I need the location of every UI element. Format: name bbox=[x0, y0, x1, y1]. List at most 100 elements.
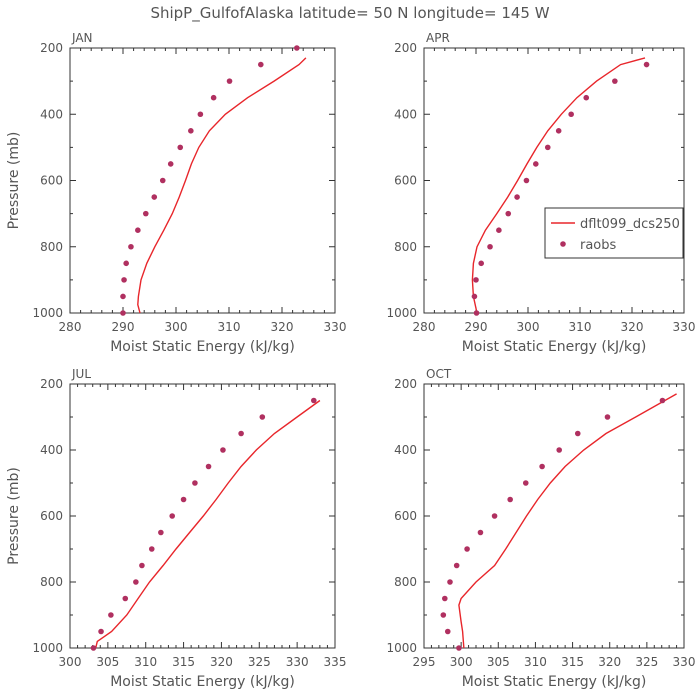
data-point-jul bbox=[259, 414, 266, 420]
chart-title: ShipP_GulfofAlaska latitude= 50 N longit… bbox=[150, 4, 549, 23]
panel-oct: OCT 295 300 305 310 315 320 325 330 200 400 600 800 1… bbox=[386, 367, 695, 690]
data-point-oct bbox=[574, 430, 581, 437]
data-point-apr bbox=[612, 78, 618, 84]
x-tick-label: 320 bbox=[621, 320, 644, 334]
data-point-apr bbox=[544, 144, 551, 151]
data-point-jul bbox=[148, 546, 155, 552]
data-point-jul bbox=[133, 579, 139, 585]
y-tick-label: 200 bbox=[394, 41, 417, 55]
y-axis-label: Pressure (mb) bbox=[6, 467, 22, 565]
data-point-apr bbox=[473, 277, 479, 283]
data-point-jul bbox=[139, 562, 145, 569]
x-tick-label: 315 bbox=[172, 655, 195, 669]
y-tick-label: 800 bbox=[394, 575, 417, 589]
data-point-oct bbox=[447, 579, 453, 585]
x-tick-label: 330 bbox=[286, 655, 309, 669]
data-point-jan bbox=[120, 293, 126, 300]
x-tick-label: 335 bbox=[324, 655, 347, 669]
data-point-apr bbox=[555, 128, 562, 134]
plot-frame-jan bbox=[69, 47, 336, 314]
data-point-apr bbox=[496, 227, 502, 233]
series-line-oct bbox=[458, 393, 677, 648]
y-tick-label: 1000 bbox=[386, 641, 417, 655]
x-tick-label: 310 bbox=[524, 655, 547, 669]
data-point-jan bbox=[123, 260, 129, 267]
data-point-oct bbox=[453, 562, 460, 569]
data-point-oct bbox=[659, 397, 666, 404]
data-point-apr bbox=[471, 293, 478, 300]
x-tick-label: 310 bbox=[218, 320, 241, 334]
data-point-jul bbox=[205, 463, 212, 470]
x-tick-label: 325 bbox=[635, 655, 658, 669]
data-point-apr bbox=[478, 260, 485, 267]
y-tick-label: 200 bbox=[40, 377, 63, 391]
data-point-jan bbox=[120, 310, 126, 316]
y-tick-label: 600 bbox=[394, 509, 417, 523]
data-point-jan bbox=[135, 227, 141, 233]
x-tick-label: 330 bbox=[673, 655, 696, 669]
data-point-apr bbox=[487, 243, 493, 250]
y-tick-label: 400 bbox=[394, 443, 417, 457]
y-tick-label: 400 bbox=[40, 443, 63, 457]
data-point-jan bbox=[210, 94, 217, 101]
x-tick-label: 300 bbox=[59, 655, 82, 669]
data-point-oct bbox=[464, 546, 470, 552]
x-tick-label: 310 bbox=[569, 320, 592, 334]
y-tick-label: 1000 bbox=[32, 306, 63, 320]
x-tick-label: 310 bbox=[134, 655, 157, 669]
data-point-apr bbox=[643, 61, 650, 68]
plot-frame-oct bbox=[423, 383, 685, 649]
panel-apr: APR 280 290 300 310 320 330 200 400 600 800 1000 Moi… bbox=[386, 31, 695, 355]
data-point-jul bbox=[158, 529, 164, 536]
panel-label-jul: JUL bbox=[71, 367, 91, 381]
x-tick-label: 330 bbox=[324, 320, 347, 334]
data-point-jan bbox=[197, 111, 204, 118]
legend-label-obs: raobs bbox=[580, 238, 617, 253]
x-tick-label: 295 bbox=[413, 655, 436, 669]
data-point-jan bbox=[294, 45, 300, 51]
data-point-apr bbox=[568, 111, 574, 118]
series-line-apr bbox=[471, 57, 646, 313]
panel-label-oct: OCT bbox=[426, 367, 452, 381]
y-tick-label: 400 bbox=[394, 107, 417, 121]
panel-label-apr: APR bbox=[426, 31, 450, 45]
y-tick-label: 200 bbox=[394, 377, 417, 391]
y-tick-label: 600 bbox=[40, 509, 63, 523]
data-point-apr bbox=[473, 310, 480, 316]
data-point-jul bbox=[192, 480, 198, 486]
data-point-jul bbox=[90, 645, 97, 651]
data-point-jan bbox=[177, 144, 184, 151]
data-point-oct bbox=[604, 414, 611, 420]
plot-frame-apr bbox=[423, 47, 685, 314]
legend-dot-symbol bbox=[560, 241, 566, 247]
x-tick-label: 320 bbox=[271, 320, 294, 334]
legend-box bbox=[544, 207, 684, 259]
data-point-jan bbox=[258, 61, 264, 68]
y-tick-label: 200 bbox=[40, 41, 63, 55]
data-point-jan bbox=[159, 177, 166, 184]
data-point-jul bbox=[238, 430, 244, 437]
data-point-jul bbox=[311, 397, 317, 404]
data-point-jan bbox=[151, 194, 158, 200]
x-tick-label: 320 bbox=[598, 655, 621, 669]
data-point-jul bbox=[108, 612, 114, 618]
data-point-oct bbox=[539, 463, 545, 470]
y-tick-label: 600 bbox=[40, 174, 63, 188]
x-tick-label: 280 bbox=[413, 320, 436, 334]
y-axis-label: Pressure (mb) bbox=[6, 132, 22, 230]
data-point-oct bbox=[442, 595, 448, 602]
x-tick-label: 305 bbox=[96, 655, 119, 669]
x-axis-label: Moist Static Energy (kJ/kg) bbox=[110, 339, 295, 355]
data-point-jan bbox=[167, 161, 174, 167]
x-tick-label: 300 bbox=[517, 320, 540, 334]
x-tick-label: 290 bbox=[465, 320, 488, 334]
y-tick-label: 600 bbox=[394, 174, 417, 188]
x-axis-label: Moist Static Energy (kJ/kg) bbox=[110, 674, 295, 690]
data-point-jan bbox=[142, 210, 149, 217]
x-tick-label: 305 bbox=[487, 655, 510, 669]
y-tick-label: 1000 bbox=[386, 306, 417, 320]
panel-jul: JUL 300 305 310 315 320 325 330 335 200 400 600 800 1… bbox=[6, 367, 346, 690]
y-tick-label: 400 bbox=[40, 107, 63, 121]
y-tick-label: 1000 bbox=[32, 641, 63, 655]
